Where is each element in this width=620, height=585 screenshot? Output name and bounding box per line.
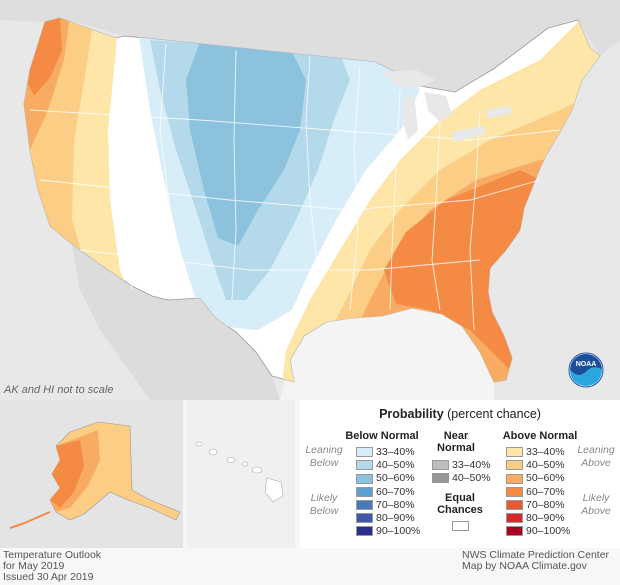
near-scale-row: 40–50% [432,472,491,485]
canada-landmass [0,0,620,92]
probability-legend: Probability (percent chance) Below Norma… [300,400,620,548]
below-color-swatch [356,486,373,497]
caption-line: for May 2019 [3,560,65,572]
near-scale-row: 33–40% [432,459,491,472]
below-color-swatch [356,526,373,537]
above-range-label: 50–60% [526,472,565,485]
conus-outlook-map [0,0,620,400]
above-scale-row: 50–60% [506,472,565,485]
above-color-swatch [506,473,523,484]
below-scale-row: 33–40% [356,446,415,459]
northern-plains-below-50-60 [186,42,306,246]
above-color-swatch [506,513,523,524]
below-range-label: 40–50% [376,459,415,472]
below-range-label: 80–90% [376,512,415,525]
above-range-label: 90–100% [526,525,571,538]
below-range-label: 70–80% [376,499,415,512]
mexico-landmass [72,244,280,400]
gulf-of-mexico [280,308,494,400]
map-scale-note: AK and HI not to scale [4,384,114,396]
above-scale-row: 33–40% [506,446,565,459]
below-scale-row: 90–100% [356,525,421,538]
above-range-label: 70–80% [526,499,565,512]
above-color-swatch [506,447,523,458]
above-color-swatch [506,460,523,471]
below-scale-row: 80–90% [356,512,415,525]
state-borders [29,37,561,331]
below-color-swatch [356,473,373,484]
hawaii-inset [187,400,295,548]
below-scale-row: 60–70% [356,485,415,498]
below-color-swatch [356,513,373,524]
credit-line: Map by NOAA Climate.gov [462,560,587,572]
above-scale-row: 60–70% [506,485,565,498]
great-lakes [382,70,512,142]
below-range-label: 33–40% [376,446,415,459]
near-color-swatch [432,460,449,471]
above-range-label: 80–90% [526,512,565,525]
above-range-label: 60–70% [526,485,565,498]
likely-below-label: Likely Below [309,492,339,517]
below-scale-row: 40–50% [356,459,415,472]
noaa-logo: NOAA [568,352,604,388]
above-color-swatch [506,486,523,497]
west-above-50-60 [24,18,96,300]
above-color-swatch [506,526,523,537]
svg-text:NOAA: NOAA [576,361,597,368]
near-normal-header: Near Normal [437,430,475,454]
leaning-below-label: Leaning Below [305,444,343,469]
below-normal-header: Below Normal [345,430,419,442]
below-color-swatch [356,500,373,511]
credit-line: NWS Climate Prediction Center [462,549,610,561]
above-normal-header: Above Normal [502,430,578,442]
above-scale-row: 90–100% [506,525,571,538]
alaska-above-60-70 [50,440,84,508]
below-range-label: 60–70% [376,485,415,498]
above-scale-row: 40–50% [506,459,565,472]
caption-line: Temperature Outlook [3,549,102,561]
equal-chances-label: Equal Chances [437,492,483,516]
caption-line: Issued 30 Apr 2019 [3,571,94,583]
equal-chances-swatch [452,521,469,531]
below-scale-row: 70–80% [356,499,415,512]
below-scale-row: 50–60% [356,472,415,485]
legend-title: Probability (percent chance) [379,407,541,421]
above-range-label: 33–40% [526,446,565,459]
hawaii-islands [195,441,284,503]
outlook-caption: Temperature Outlook for May 2019 Issued … [3,550,101,583]
near-color-swatch [432,473,449,484]
above-scale-row: 70–80% [506,499,565,512]
likely-above-label: Likely Above [581,492,611,517]
below-range-label: 90–100% [376,525,421,538]
below-color-swatch [356,460,373,471]
alaska-inset [0,400,183,548]
credit-caption: NWS Climate Prediction Center Map by NOA… [462,550,609,572]
below-color-swatch [356,447,373,458]
below-range-label: 50–60% [376,472,415,485]
leaning-above-label: Leaning Above [577,444,615,469]
above-range-label: 40–50% [526,459,565,472]
above-scale-row: 80–90% [506,512,565,525]
near-range-label: 40–50% [452,472,491,485]
near-range-label: 33–40% [452,459,491,472]
aleutian-islands [9,511,51,529]
above-color-swatch [506,500,523,511]
